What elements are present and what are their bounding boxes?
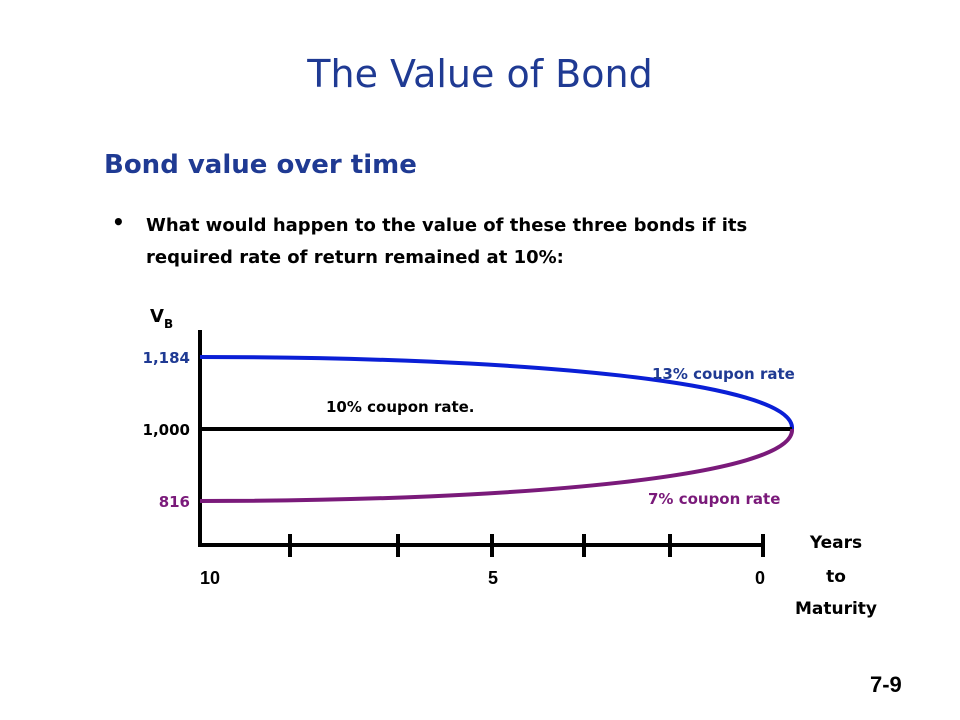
y-value-label: 816 bbox=[159, 493, 190, 511]
y-axis-label-subscript: B bbox=[164, 317, 173, 331]
bullet-line-1: What would happen to the value of these … bbox=[146, 215, 748, 236]
y-value-label: 1,184 bbox=[143, 349, 190, 367]
series-line bbox=[199, 355, 795, 430]
x-tick-label: 5 bbox=[488, 568, 498, 588]
x-axis-label-line: Years bbox=[809, 533, 862, 553]
series-label: 13% coupon rate bbox=[652, 365, 795, 383]
x-axis-label-line: Maturity bbox=[795, 599, 877, 619]
series-label: 10% coupon rate. bbox=[326, 398, 475, 416]
series-label: 7% coupon rate bbox=[648, 490, 780, 508]
y-value-label: 1,000 bbox=[143, 421, 190, 439]
bullet-line-2: required rate of return remained at 10%: bbox=[146, 247, 564, 268]
bullet-text: What would happen to the value of these … bbox=[146, 210, 846, 274]
slide-subtitle: Bond value over time bbox=[104, 150, 417, 180]
y-axis-label: V bbox=[150, 306, 164, 327]
x-tick-label: 0 bbox=[755, 568, 765, 588]
x-tick-label: 10 bbox=[200, 568, 220, 588]
page-number: 7-9 bbox=[870, 672, 902, 697]
bullet-icon: • bbox=[112, 210, 125, 234]
x-axis-label-line: to bbox=[826, 567, 846, 587]
series-line bbox=[199, 428, 795, 503]
slide-title: The Value of Bond bbox=[307, 52, 653, 96]
